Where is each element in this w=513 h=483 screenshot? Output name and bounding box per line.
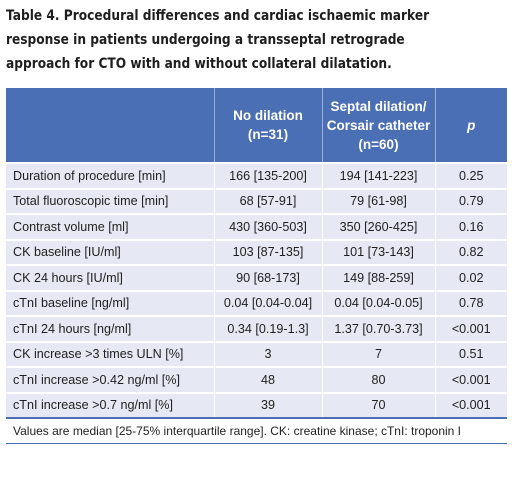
table-row: cTnI increase >0.42 ng/ml [%] 48 80 <0.0… <box>6 366 507 393</box>
cell-p-value: <0.001 <box>435 315 507 342</box>
row-label: cTnI increase >0.7 ng/ml [%] <box>6 391 215 418</box>
cell-p-value: <0.001 <box>435 366 507 393</box>
cell-p-value: 0.25 <box>435 162 507 189</box>
cell-p-value: <0.001 <box>435 391 507 418</box>
table-footnote-row: Values are median [25-75% interquartile … <box>6 417 507 444</box>
cell-no-dilation: 166 [135-200] <box>214 162 323 189</box>
header-septal-dilation-line-3: (n=60) <box>358 136 399 152</box>
caption-line-1: Table 4. Procedural differences and card… <box>6 8 430 24</box>
row-label: cTnI 24 hours [ng/ml] <box>6 315 215 342</box>
table-row: cTnI 24 hours [ng/ml] 0.34 [0.19-1.3] 1.… <box>6 315 507 342</box>
table-header-row: No dilation (n=31) Septal dilation/ Cors… <box>6 88 507 163</box>
row-label: cTnI increase >0.42 ng/ml [%] <box>6 366 215 393</box>
row-label: CK increase >3 times ULN [%] <box>6 340 215 367</box>
table-row: Total fluoroscopic time [min] 68 [57-91]… <box>6 187 507 214</box>
cell-no-dilation: 0.04 [0.04-0.04] <box>214 289 323 316</box>
cell-septal-dilation: 1.37 [0.70-3.73] <box>322 315 436 342</box>
cell-no-dilation: 0.34 [0.19-1.3] <box>214 315 323 342</box>
cell-no-dilation: 68 [57-91] <box>214 187 323 214</box>
table-caption: Table 4. Procedural differences and card… <box>6 4 505 76</box>
caption-line-3: approach for CTO with and without collat… <box>6 56 392 72</box>
cell-p-value: 0.02 <box>435 264 507 291</box>
cell-p-value: 0.16 <box>435 213 507 240</box>
cell-no-dilation: 90 [68-173] <box>214 264 323 291</box>
cell-septal-dilation: 80 <box>322 366 436 393</box>
header-septal-dilation-line-2: Corsair catheter <box>326 117 431 133</box>
data-table: No dilation (n=31) Septal dilation/ Cors… <box>6 88 507 444</box>
cell-septal-dilation: 194 [141-223] <box>322 162 436 189</box>
cell-septal-dilation: 350 [260-425] <box>322 213 436 240</box>
table-row: CK 24 hours [IU/ml] 90 [68-173] 149 [88-… <box>6 264 507 291</box>
cell-septal-dilation: 101 [73-143] <box>322 238 436 265</box>
header-no-dilation: No dilation (n=31) <box>214 88 323 163</box>
header-septal-dilation-line-1: Septal dilation/ <box>330 98 427 114</box>
row-label: CK 24 hours [IU/ml] <box>6 264 215 291</box>
cell-septal-dilation: 149 [88-259] <box>322 264 436 291</box>
cell-p-value: 0.82 <box>435 238 507 265</box>
header-variable <box>6 88 215 163</box>
cell-septal-dilation: 0.04 [0.04-0.05] <box>322 289 436 316</box>
cell-p-value: 0.79 <box>435 187 507 214</box>
row-label: Contrast volume [ml] <box>6 213 215 240</box>
header-septal-dilation: Septal dilation/ Corsair catheter (n=60) <box>322 88 436 163</box>
cell-no-dilation: 48 <box>214 366 323 393</box>
cell-p-value: 0.51 <box>435 340 507 367</box>
table-row: cTnI increase >0.7 ng/ml [%] 39 70 <0.00… <box>6 391 507 418</box>
row-label: Total fluoroscopic time [min] <box>6 187 215 214</box>
table-footnote: Values are median [25-75% interquartile … <box>6 417 507 444</box>
header-p-value: p <box>435 88 507 163</box>
cell-no-dilation: 3 <box>214 340 323 367</box>
cell-septal-dilation: 7 <box>322 340 436 367</box>
cell-no-dilation: 39 <box>214 391 323 418</box>
table-row: Contrast volume [ml] 430 [360-503] 350 [… <box>6 213 507 240</box>
cell-septal-dilation: 70 <box>322 391 436 418</box>
table-row: Duration of procedure [min] 166 [135-200… <box>6 162 507 189</box>
cell-no-dilation: 430 [360-503] <box>214 213 323 240</box>
row-label: CK baseline [IU/ml] <box>6 238 215 265</box>
table-row: CK increase >3 times ULN [%] 3 7 0.51 <box>6 340 507 367</box>
row-label: cTnI baseline [ng/ml] <box>6 289 215 316</box>
caption-line-2: response in patients undergoing a transs… <box>6 32 405 48</box>
header-no-dilation-line-2: (n=31) <box>247 127 289 142</box>
table-row: CK baseline [IU/ml] 103 [87-135] 101 [73… <box>6 238 507 265</box>
row-label: Duration of procedure [min] <box>6 162 215 189</box>
cell-no-dilation: 103 [87-135] <box>214 238 323 265</box>
cell-p-value: 0.78 <box>435 289 507 316</box>
cell-septal-dilation: 79 [61-98] <box>322 187 436 214</box>
header-no-dilation-line-1: No dilation <box>233 108 303 123</box>
table-row: cTnI baseline [ng/ml] 0.04 [0.04-0.04] 0… <box>6 289 507 316</box>
